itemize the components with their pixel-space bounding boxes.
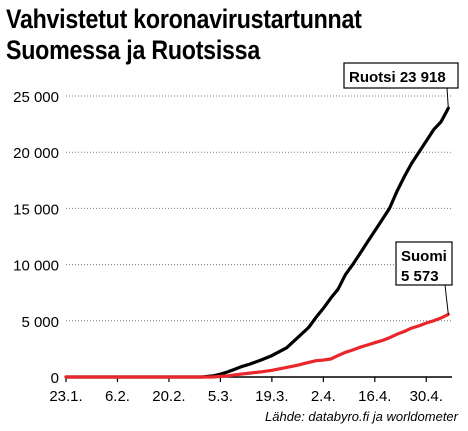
- y-tick-label: 25 000: [13, 89, 59, 106]
- series-lines: [64, 106, 450, 379]
- chart-title-line-1: Vahvistetut koronavirustartunnat: [6, 4, 362, 34]
- x-tick-label: 6.2.: [105, 388, 130, 405]
- y-tick-label: 10 000: [13, 258, 59, 275]
- callout-label-suomi: Suomi: [401, 248, 447, 265]
- x-tick-label: 19.3.: [255, 388, 288, 405]
- x-tick-label: 5.3.: [208, 388, 233, 405]
- x-tick-label: 16.4.: [358, 388, 391, 405]
- callouts: Ruotsi 23 918 Suomi 5 573: [343, 62, 459, 315]
- x-tick-label: 23.1.: [49, 388, 82, 405]
- y-tick-label: 0: [51, 370, 59, 387]
- x-tick-label: 20.2.: [152, 388, 185, 405]
- grid-lines: [66, 95, 452, 322]
- y-tick-label: 15 000: [13, 201, 59, 218]
- series-line-ruotsi: [64, 106, 450, 379]
- callout-label-ruotsi: Ruotsi 23 918: [349, 69, 446, 86]
- chart-title-line-2: Suomessa ja Ruotsissa: [6, 35, 260, 65]
- callout-leader-ruotsi: [446, 87, 449, 109]
- callout-leader-suomi: [444, 284, 449, 315]
- axes: 0 5 000 10 000 15 000 20 000 25 000 23.1. 6.2. 2…: [13, 89, 452, 405]
- chart-title: Vahvistetut koronavirustartunnat Suomess…: [6, 4, 362, 66]
- callout-label-suomi: 5 573: [401, 268, 439, 285]
- callout-box-suomi: [395, 241, 453, 286]
- y-tick-label: 5 000: [21, 314, 59, 331]
- source-note: Lähde: databyro.fi ja worldometer: [265, 409, 458, 424]
- series-line-suomi: [64, 312, 450, 379]
- callout-box-ruotsi: [343, 62, 459, 89]
- x-tick-label: 30.4.: [410, 388, 443, 405]
- y-tick-label: 20 000: [13, 145, 59, 162]
- x-tick-label: 2.4.: [311, 388, 336, 405]
